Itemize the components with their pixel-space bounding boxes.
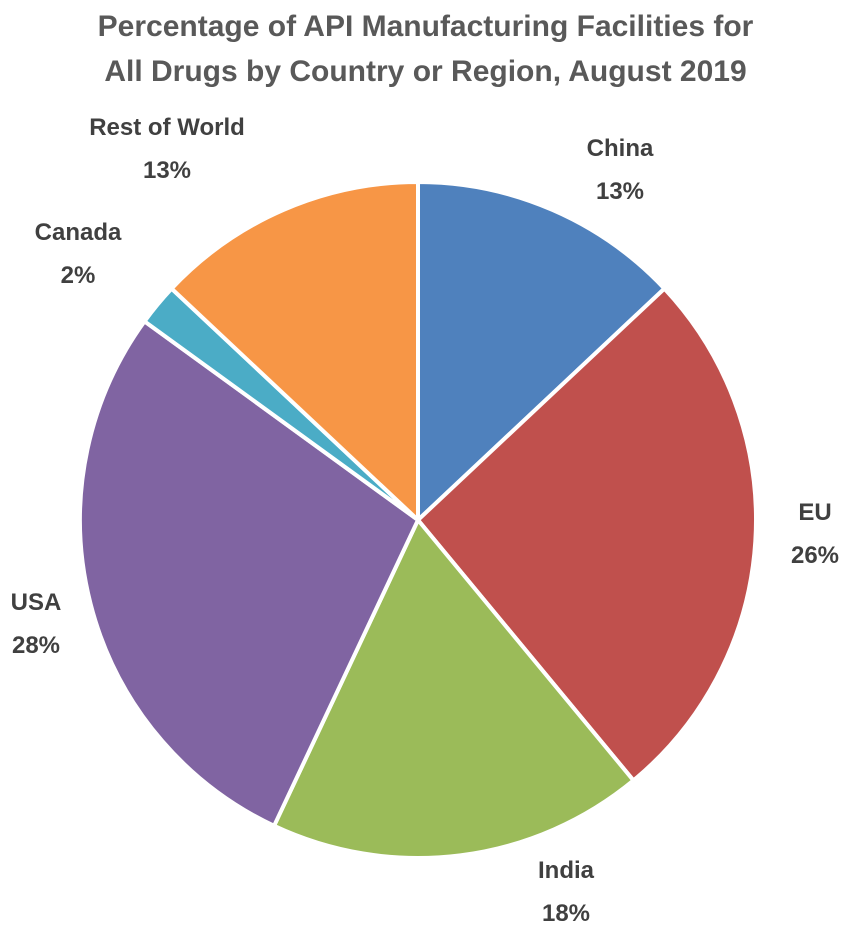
pie-slice-india [272,518,636,860]
pie-slice-rest-of-world [169,180,420,522]
chart-title-line-1: Percentage of API Manufacturing Faciliti… [97,10,754,43]
chart-title: Percentage of API Manufacturing Faciliti… [0,4,851,94]
pie-slice-usa [78,319,420,828]
slice-label-value-rest-of-world: 13% [143,157,191,184]
slice-label-name-rest-of-world: Rest of World [89,114,245,141]
slice-label-name-usa: USA [11,589,62,616]
pie-labels: China 13% EU 26% India 18% USA 28% Canada 2% Rest … [11,114,839,927]
slice-label-name-eu: EU [798,499,831,526]
slice-label-value-canada: 2% [61,262,96,289]
chart-title-line-2: All Drugs by Country or Region, August 2… [104,55,747,88]
slice-label-name-canada: Canada [35,219,122,246]
slice-label-name-india: India [538,857,595,884]
slice-label-name-china: China [587,135,654,162]
slice-label-value-usa: 28% [12,632,60,659]
slice-label-value-eu: 26% [791,542,839,569]
slice-label-value-india: 18% [542,900,590,927]
slice-label-value-china: 13% [596,178,644,205]
pie-slice-china [416,180,667,522]
pie-slices [78,180,758,860]
pie-slice-eu [416,286,758,783]
